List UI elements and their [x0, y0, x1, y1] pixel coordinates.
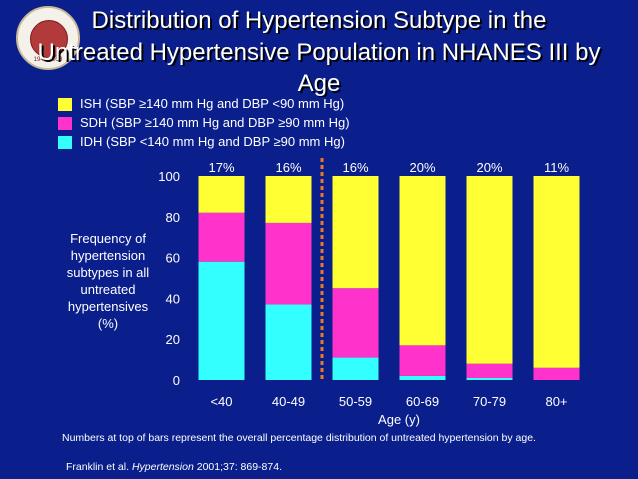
title-line-3: Age [297, 71, 341, 97]
bar-top-label: 11% [544, 160, 569, 175]
bar-segment-idh [198, 261, 245, 380]
seal-emblem-icon [30, 20, 68, 58]
legend-swatch-idh [58, 135, 72, 149]
y-tick-label: 40 [166, 291, 180, 306]
legend-item-idh: IDH (SBP <140 mm Hg and DBP ≥90 mm Hg) [58, 134, 345, 150]
citation-authors: Franklin et al. [66, 461, 132, 473]
y-tick-label: 80 [166, 210, 180, 225]
y-tick-label: 20 [166, 332, 180, 347]
y-axis-title-line: hypertensives [67, 299, 149, 314]
bar-segment-ish [198, 176, 245, 213]
bar-top-label: 16% [275, 160, 301, 175]
x-tick-label: 70-79 [473, 394, 506, 409]
legend-item-ish: ISH (SBP ≥140 mm Hg and DBP <90 mm Hg) [58, 96, 344, 112]
bar-top-label: 16% [342, 160, 368, 175]
x-tick-label: 50-59 [339, 394, 372, 409]
bar-segment-sdh [533, 367, 580, 380]
x-axis-title: Age (y) [378, 412, 420, 427]
seal-ring-text: 1948-1998 [33, 57, 63, 63]
bar-segment-idh [466, 377, 513, 380]
bar-segment-ish [399, 176, 446, 346]
legend-item-sdh: SDH (SBP ≥140 mm Hg and DBP ≥90 mm Hg) [58, 115, 350, 131]
bar-segment-idh [332, 357, 379, 380]
x-tick-label: 40-49 [272, 394, 305, 409]
x-tick-label: 80+ [545, 394, 567, 409]
bar-segment-sdh [332, 288, 379, 358]
bar-segment-sdh [399, 345, 446, 376]
y-tick-label: 60 [166, 251, 180, 266]
y-axis-title-line: (%) [97, 316, 119, 331]
legend-swatch-sdh [58, 116, 72, 130]
legend-swatch-ish [58, 97, 72, 111]
bar-segment-ish [332, 176, 379, 289]
legend-label-ish: ISH (SBP ≥140 mm Hg and DBP <90 mm Hg) [80, 96, 345, 111]
bar-segment-sdh [265, 222, 312, 305]
bar-segment-ish [466, 176, 513, 364]
y-axis-title-line: Frequency of [70, 231, 146, 246]
y-axis-title-line: subtypes in all [66, 265, 150, 280]
citation: Franklin et al. Hypertension 2001;37: 86… [66, 461, 282, 474]
footnote: Numbers at top of bars represent the ove… [62, 432, 536, 444]
bar-segment-ish [265, 176, 312, 223]
title-line-2: Untreated Hypertensive Population in NHA… [37, 40, 601, 66]
bar-segment-ish [533, 176, 580, 368]
bar-segment-sdh [466, 363, 513, 378]
citation-journal: Hypertension [131, 461, 194, 473]
bar-top-label: 20% [476, 160, 502, 175]
title-line-1: Distribution of Hypertension Subtype in … [91, 8, 547, 34]
y-axis-title: Frequency of hypertension subtypes in al… [58, 230, 158, 332]
bar-segment-idh [265, 304, 312, 380]
university-seal-logo: 1948-1998 [16, 6, 80, 70]
y-tick-label: 100 [158, 169, 180, 184]
bar-top-label: 17% [208, 160, 234, 175]
bar-top-label: 20% [409, 160, 435, 175]
legend-label-sdh: SDH (SBP ≥140 mm Hg and DBP ≥90 mm Hg) [80, 115, 350, 130]
legend-label-idh: IDH (SBP <140 mm Hg and DBP ≥90 mm Hg) [80, 134, 345, 149]
y-tick-label: 0 [173, 373, 180, 388]
x-tick-label: 60-69 [406, 394, 439, 409]
bar-segment-sdh [198, 212, 245, 262]
x-tick-label: <40 [210, 394, 232, 409]
bar-segment-idh [399, 375, 446, 380]
citation-details: 2001;37: 869-874. [193, 461, 282, 473]
y-axis-title-line: hypertension [70, 248, 146, 263]
y-axis-title-line: untreated [80, 282, 136, 297]
